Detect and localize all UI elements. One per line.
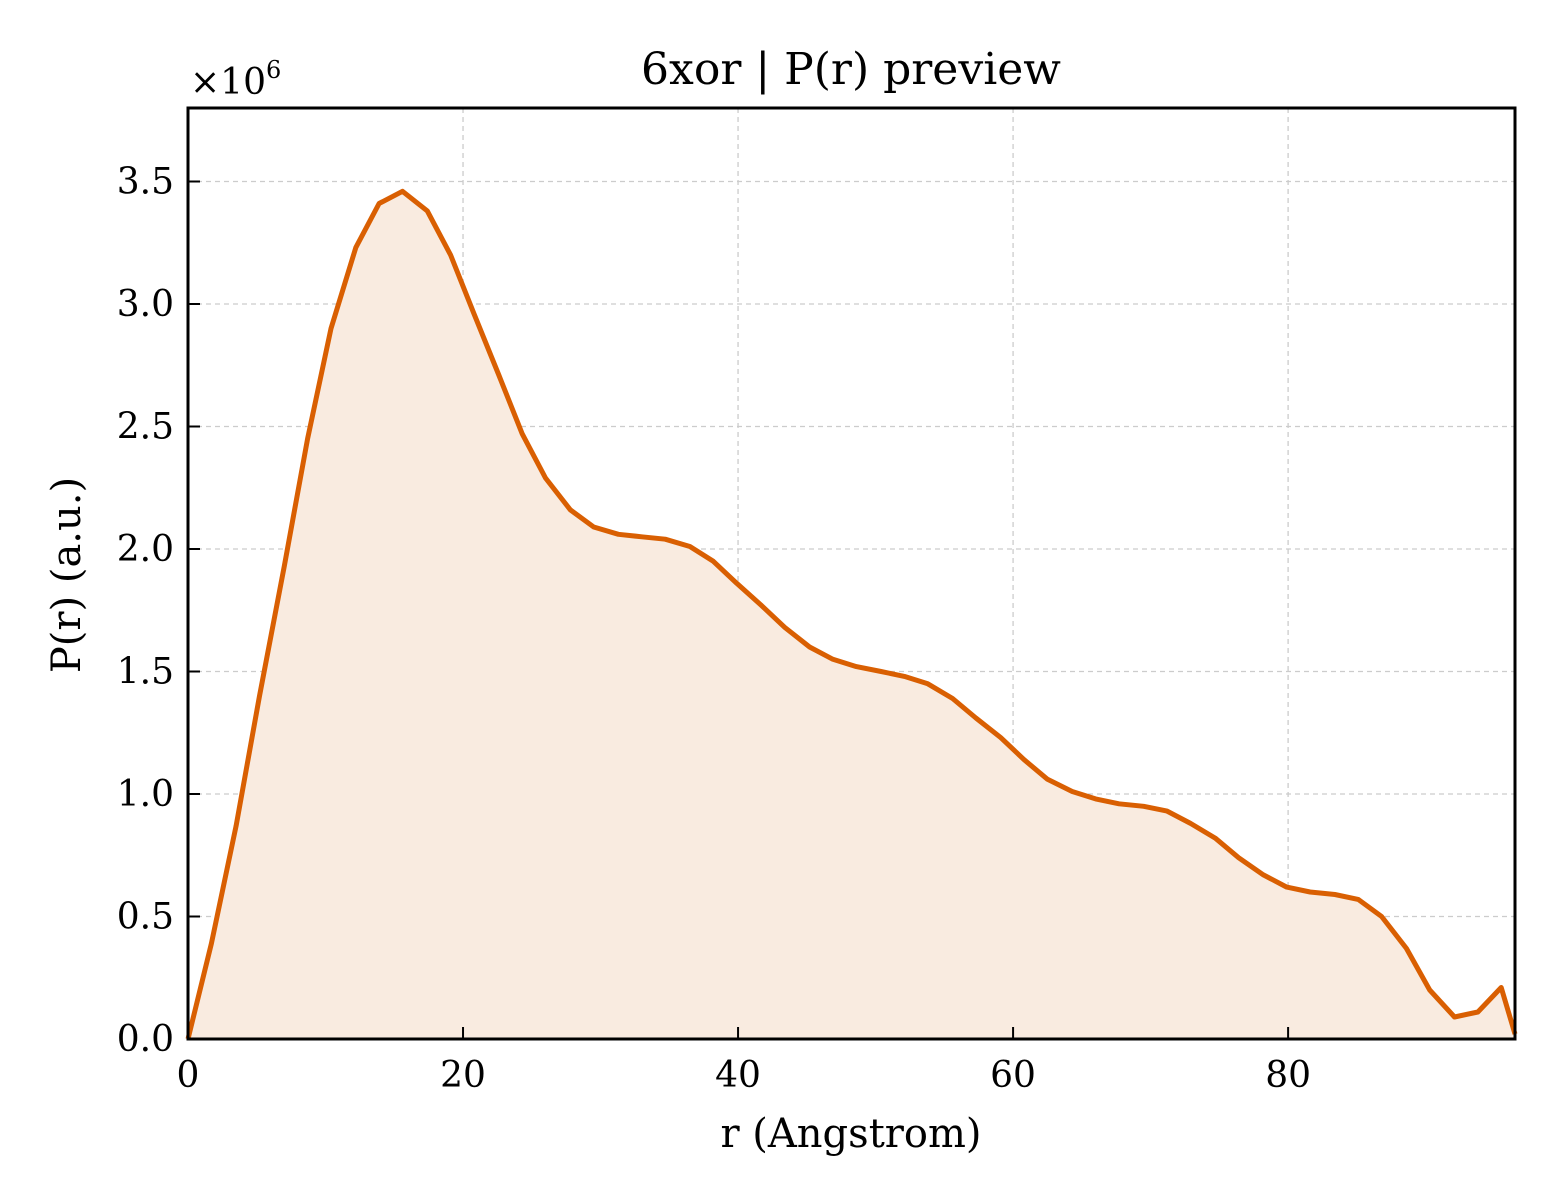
y-tick-label: 3.0 (117, 284, 174, 325)
y-tick-label: 2.0 (117, 529, 174, 570)
chart-title: 6xor | P(r) preview (641, 44, 1061, 95)
x-tick-label: 20 (440, 1055, 486, 1096)
y-multiplier-base: ×10 (190, 62, 266, 103)
y-tick-label: 0.0 (117, 1019, 174, 1060)
x-tick-label: 0 (177, 1055, 200, 1096)
x-axis-label: r (Angstrom) (720, 1111, 981, 1157)
plot-frame (186, 106, 1517, 1041)
x-tick-label: 60 (990, 1055, 1036, 1096)
y-tick-label: 2.5 (117, 407, 174, 448)
y-tick-label: 1.0 (117, 774, 174, 815)
y-tick-label: 3.5 (117, 162, 174, 203)
pr-area-fill (188, 191, 1515, 1040)
y-tick-label: 1.5 (117, 652, 174, 693)
x-tick-label: 40 (715, 1055, 761, 1096)
pr-series-line (185, 188, 1518, 1040)
ticks-layer: 0 20 40 60 80 0.0 0.5 1.0 1.5 2.0 2.5 3.0 3.5 (117, 162, 1311, 1097)
y-axis-label: P(r) (a.u.) (44, 477, 90, 673)
y-multiplier: ×106 (190, 56, 281, 103)
x-tick-label: 80 (1265, 1055, 1311, 1096)
y-multiplier-exponent: 6 (266, 56, 281, 84)
y-tick-label: 0.5 (117, 897, 174, 938)
